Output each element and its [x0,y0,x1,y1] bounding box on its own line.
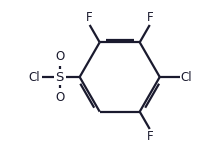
Text: S: S [56,71,64,83]
Text: F: F [86,11,92,24]
Text: O: O [55,50,64,63]
Text: Cl: Cl [181,71,192,83]
Text: Cl: Cl [29,71,40,83]
Text: F: F [147,11,154,24]
Text: O: O [55,91,64,104]
Text: F: F [147,130,154,143]
